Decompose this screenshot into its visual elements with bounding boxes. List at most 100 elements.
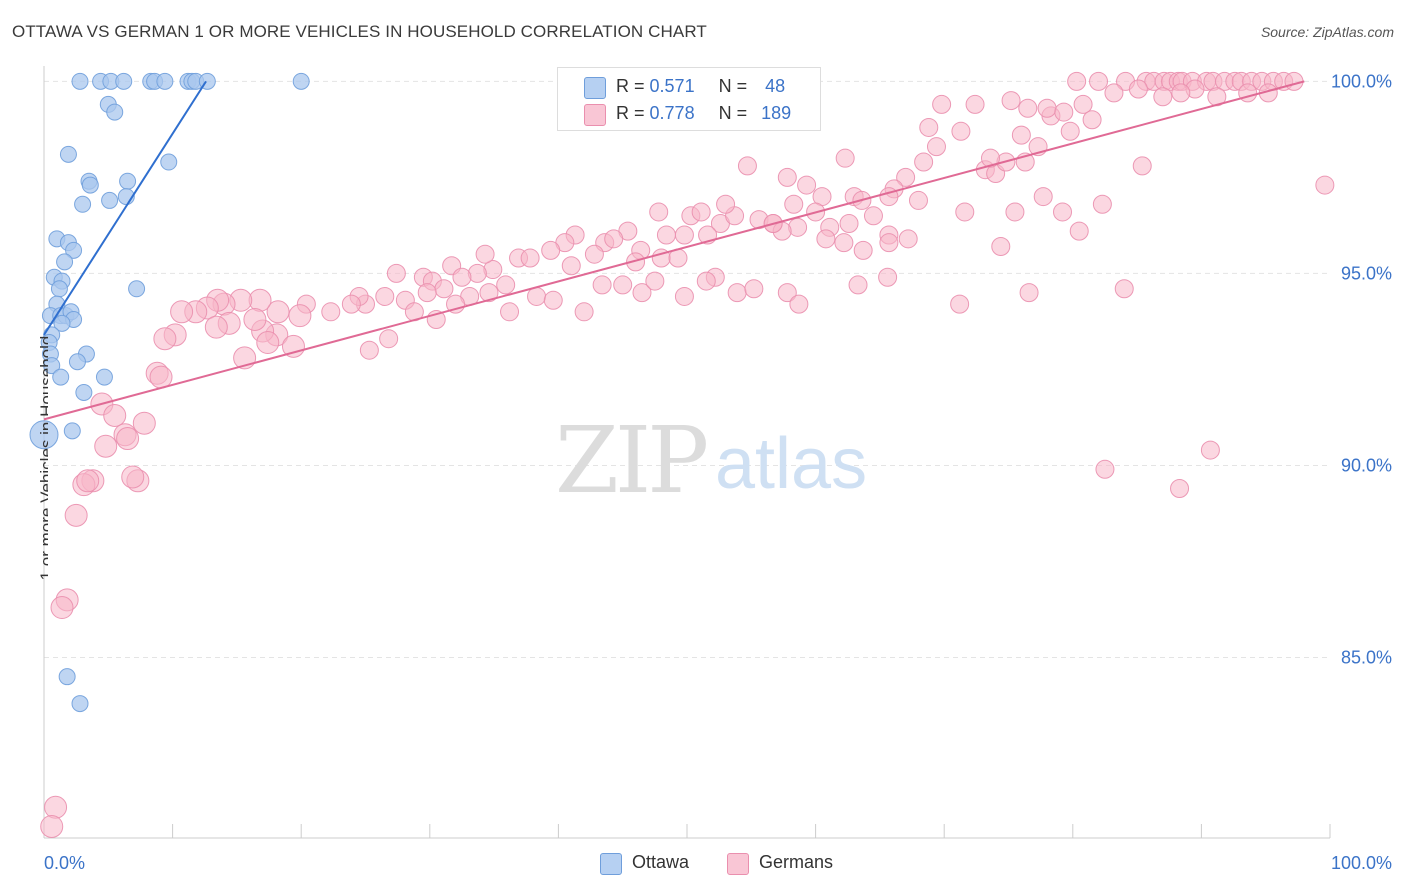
legend-n-label: N = xyxy=(718,103,748,123)
point-germans-164 xyxy=(204,315,228,339)
point-germans-81 xyxy=(656,225,676,245)
point-germans-155 xyxy=(848,275,868,295)
point-germans-67 xyxy=(649,202,669,222)
point-germans-36 xyxy=(1073,94,1093,114)
point-germans-113 xyxy=(386,263,406,283)
point-ottawa-43 xyxy=(68,353,86,371)
legend-row-germans: R = 0.778 N = 189 xyxy=(558,102,820,128)
legend-r-value-ottawa: 0.571 xyxy=(649,76,695,96)
trend-line-germans xyxy=(43,80,1305,421)
point-germans-107 xyxy=(834,233,854,253)
point-germans-178 xyxy=(94,434,118,458)
legend-swatch-ottawa xyxy=(584,77,606,99)
point-germans-50 xyxy=(737,156,757,176)
point-germans-95 xyxy=(520,248,540,268)
point-ottawa-18 xyxy=(119,172,137,190)
legend-n-label: N = xyxy=(718,76,748,96)
point-ottawa-14 xyxy=(59,145,77,163)
point-germans-120 xyxy=(496,275,516,295)
point-ottawa-20 xyxy=(101,191,119,209)
y-tick-label-3: 100.0% xyxy=(1331,71,1392,91)
point-germans-60 xyxy=(955,202,975,222)
point-germans-62 xyxy=(1033,187,1053,207)
point-germans-143 xyxy=(543,290,563,310)
bottom-legend-swatch-germans xyxy=(727,853,749,875)
point-germans-66 xyxy=(1315,175,1335,195)
point-germans-184 xyxy=(121,465,145,489)
bottom-legend-label-ottawa: Ottawa xyxy=(632,852,690,872)
source-label: Source: ZipAtlas.com xyxy=(1260,24,1394,40)
x-tick-label-1: 100.0% xyxy=(1331,853,1392,873)
point-germans-183 xyxy=(76,469,100,493)
point-germans-63 xyxy=(1053,202,1073,222)
point-germans-51 xyxy=(777,167,797,187)
point-ottawa-47 xyxy=(63,422,81,440)
point-ottawa-6 xyxy=(156,72,174,90)
x-tick-label-0: 0.0% xyxy=(44,853,85,873)
point-germans-64 xyxy=(1092,194,1112,214)
bottom-legend-swatch-ottawa xyxy=(600,853,622,875)
point-ottawa-19 xyxy=(74,195,92,213)
legend-r-label: R = xyxy=(616,76,645,96)
point-ottawa-46 xyxy=(29,420,59,450)
point-germans-162 xyxy=(243,307,267,331)
point-germans-147 xyxy=(632,283,652,303)
point-germans-185 xyxy=(64,503,88,527)
legend-n-value-germans: 189 xyxy=(761,103,792,123)
point-germans-187 xyxy=(50,596,74,620)
point-ottawa-29 xyxy=(128,280,146,298)
point-germans-80 xyxy=(898,229,918,249)
point-germans-105 xyxy=(784,194,804,214)
point-germans-122 xyxy=(417,283,437,303)
point-ottawa-45 xyxy=(75,383,93,401)
axes xyxy=(43,66,1331,839)
point-germans-20 xyxy=(1104,83,1124,103)
point-ottawa-25 xyxy=(56,253,74,271)
point-germans-48 xyxy=(896,167,916,187)
watermark-atlas: atlas xyxy=(715,424,867,504)
point-germans-158 xyxy=(1019,283,1039,303)
legend-r-label: R = xyxy=(616,103,645,123)
point-germans-90 xyxy=(541,240,561,260)
point-germans-37 xyxy=(1054,102,1074,122)
point-germans-32 xyxy=(1011,125,1031,145)
point-germans-54 xyxy=(797,175,817,195)
tick-labels: 85.0% 90.0% 95.0% 100.0% 0.0% 100.0% xyxy=(44,71,1392,873)
point-ottawa-44 xyxy=(95,368,113,386)
legend-r-value-germans: 0.778 xyxy=(649,103,695,123)
point-germans-129 xyxy=(288,304,312,328)
point-germans-172 xyxy=(359,340,379,360)
chart-title: OTTAWA VS GERMAN 1 OR MORE VEHICLES IN H… xyxy=(12,22,707,41)
point-germans-31 xyxy=(1018,98,1038,118)
point-germans-38 xyxy=(1060,121,1080,141)
point-germans-119 xyxy=(479,283,499,303)
point-germans-141 xyxy=(500,302,520,322)
point-germans-150 xyxy=(696,271,716,291)
point-germans-26 xyxy=(1128,79,1148,99)
point-ottawa-28 xyxy=(50,280,68,298)
point-germans-179 xyxy=(116,427,140,451)
point-germans-166 xyxy=(153,327,177,351)
y-tick-label-1: 90.0% xyxy=(1341,455,1392,475)
point-germans-21 xyxy=(1153,87,1173,107)
point-germans-157 xyxy=(950,294,970,314)
point-germans-77 xyxy=(839,213,859,233)
point-ottawa-24 xyxy=(65,241,83,259)
point-germans-159 xyxy=(1114,279,1134,299)
point-ottawa-11 xyxy=(292,72,310,90)
point-germans-190 xyxy=(1095,459,1115,479)
point-germans-106 xyxy=(816,229,836,249)
point-ottawa-36 xyxy=(53,314,71,332)
point-germans-173 xyxy=(379,329,399,349)
point-germans-111 xyxy=(1069,221,1089,241)
point-germans-154 xyxy=(789,294,809,314)
point-germans-69 xyxy=(691,202,711,222)
point-germans-176 xyxy=(132,411,156,435)
point-germans-175 xyxy=(103,404,127,428)
point-germans-153 xyxy=(777,283,797,303)
point-ottawa-49 xyxy=(71,695,89,713)
point-ottawa-15 xyxy=(160,153,178,171)
point-ottawa-41 xyxy=(43,357,61,375)
point-germans-96 xyxy=(561,256,581,276)
